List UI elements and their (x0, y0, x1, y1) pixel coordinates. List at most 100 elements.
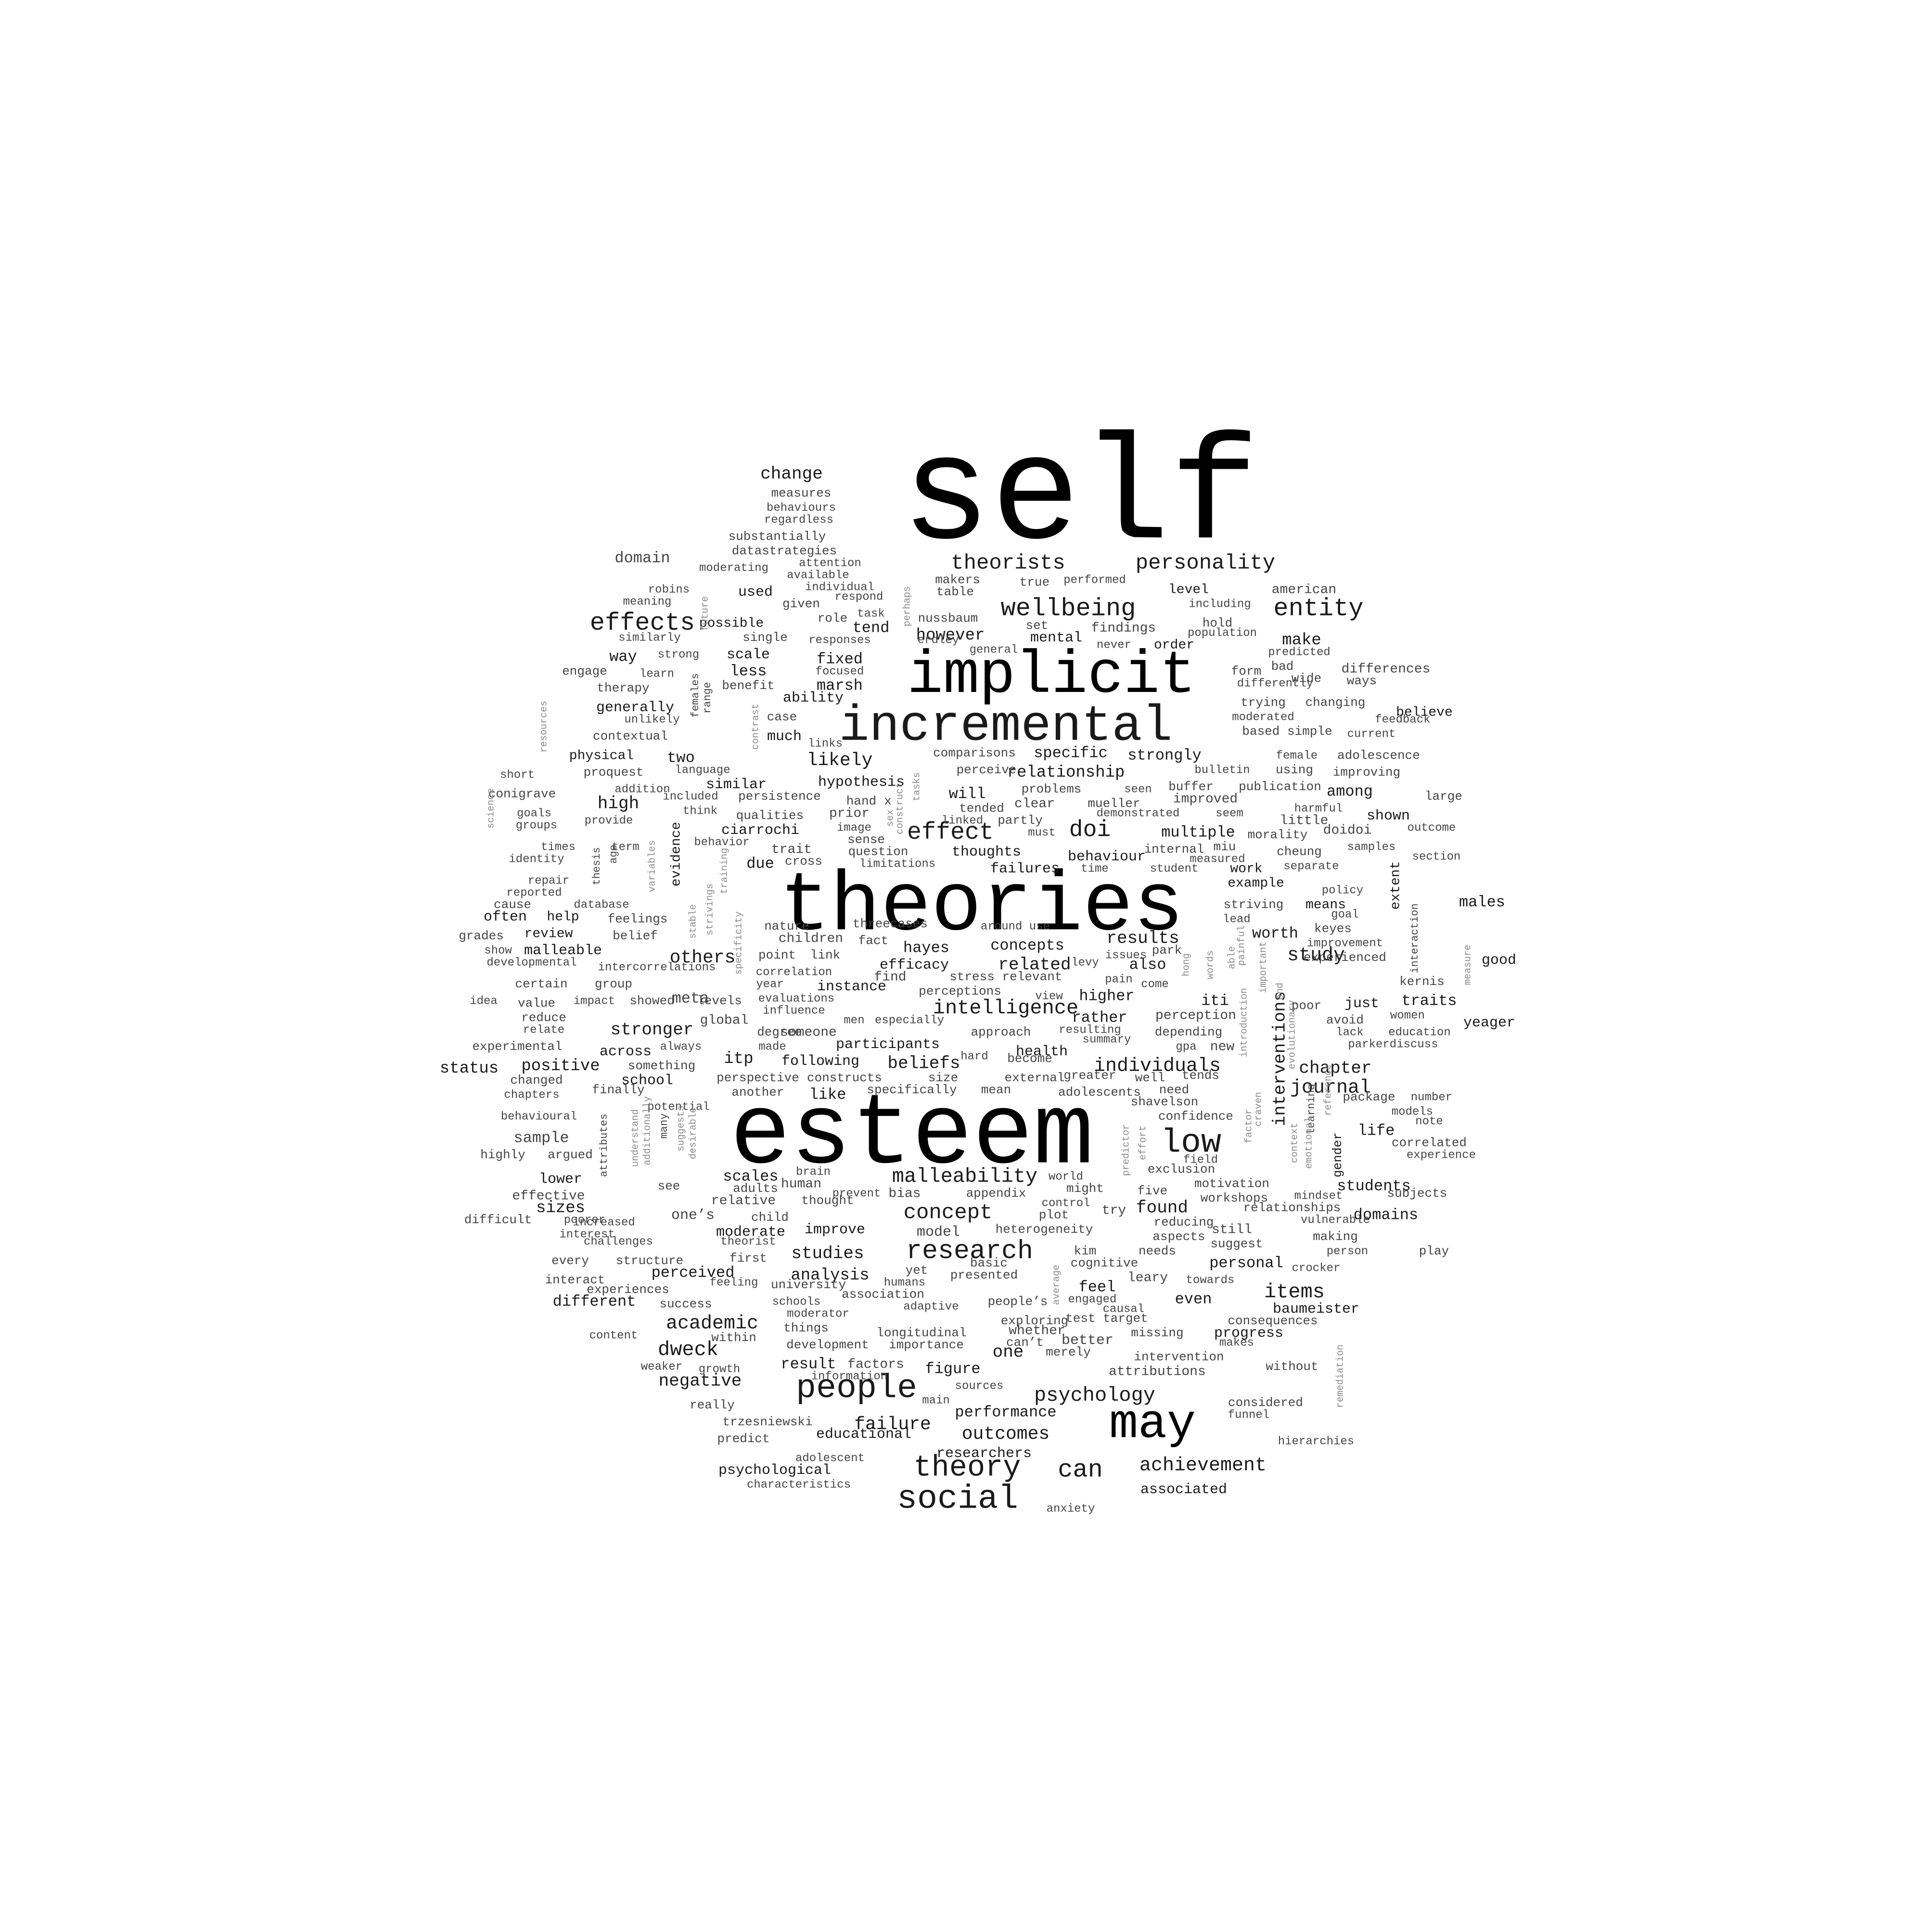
word-stress: stress (949, 970, 995, 984)
word-adults: adults (733, 1181, 778, 1196)
word-information: information (811, 1370, 887, 1383)
word-health: health (1016, 1044, 1068, 1060)
word-similarly: similarly (618, 631, 681, 644)
word-theorists: theorists (951, 551, 1065, 576)
word-due: due (746, 855, 774, 872)
word-included: included (663, 790, 718, 803)
word-longitudinal: longitudinal (876, 1326, 966, 1340)
word-database: database (574, 898, 629, 911)
word-confidence: confidence (1158, 1109, 1233, 1124)
word-words: words (1205, 950, 1216, 979)
word-cognitive: cognitive (1071, 1256, 1138, 1270)
word-bad: bad (1271, 659, 1294, 674)
word-human: human (781, 1177, 821, 1191)
word-still: still (1212, 1222, 1252, 1237)
word-partly: partly (998, 813, 1043, 828)
word-rather: rather (1072, 1009, 1127, 1026)
word-evaluations: evaluations (758, 992, 834, 1005)
word-come: come (1141, 978, 1169, 991)
word-term: term (612, 841, 640, 854)
word-depending: depending (1155, 1025, 1222, 1039)
word-just: just (1344, 996, 1379, 1012)
word-hold: hold (1203, 616, 1232, 630)
word-performed: performed (1063, 574, 1126, 587)
word-experienced: experienced (1304, 950, 1386, 965)
word-reference: reference (1323, 1064, 1334, 1116)
word-changed: changed (510, 1073, 563, 1088)
word-different: different (553, 1292, 636, 1310)
word-miu: miu (1214, 840, 1236, 854)
word-merely: merely (1046, 1345, 1091, 1359)
word-reduce: reduce (521, 1011, 566, 1025)
word-evidence: evidence (669, 822, 684, 886)
word-relationship: relationship (1007, 764, 1125, 782)
word-beliefs: beliefs (887, 1054, 960, 1074)
word-cause: cause (494, 897, 531, 912)
word-behavior: behavior (694, 836, 749, 849)
word-finally: finally (592, 1083, 644, 1097)
word-low: low (1161, 1124, 1221, 1162)
word-problems: problems (1022, 782, 1082, 796)
word-task: task (857, 607, 885, 620)
word-little: little (1280, 813, 1329, 828)
word-goal: goal (1331, 908, 1359, 921)
word-similar: similar (706, 777, 767, 793)
word-basedsimple: based simple (1242, 724, 1332, 739)
word-presented: presented (950, 1268, 1018, 1282)
word-approach: approach (971, 1025, 1031, 1039)
word-behaviours: behaviours (767, 501, 836, 514)
word-gender: gender (1331, 1132, 1345, 1177)
word-showed: showed (629, 994, 675, 1008)
word-limitations: limitations (859, 857, 935, 870)
word-trait: trait (771, 842, 812, 857)
word-can: can (1058, 1456, 1103, 1484)
word-behavioural: behavioural (501, 1110, 577, 1123)
word-separate: separate (1283, 860, 1339, 873)
word-cheung: cheung (1277, 844, 1322, 859)
word-self: self (901, 414, 1259, 583)
word-therapy: therapy (597, 681, 649, 695)
word-perception: perception (1155, 1008, 1236, 1023)
word-individual: individual (805, 581, 874, 594)
word-future: future (700, 596, 711, 631)
word-control: control (1042, 1197, 1090, 1210)
word-domain: domain (614, 549, 670, 567)
word-nature: nature (764, 919, 809, 934)
word-main: main (922, 1394, 950, 1407)
word-many: many (658, 1113, 670, 1139)
word-subjects: subjects (1387, 1186, 1447, 1201)
word-goals: goals (517, 807, 551, 820)
word-anxiety: anxiety (1047, 1502, 1095, 1515)
word-humans: humans (884, 1276, 925, 1289)
word-performance: performance (955, 1403, 1056, 1421)
word-point: point (758, 948, 796, 962)
word-heterogeneity: heterogeneity (996, 1222, 1093, 1237)
word-effects: effects (590, 609, 695, 638)
word-believe: believe (1396, 705, 1453, 720)
word-possible: possible (699, 616, 764, 631)
word-perhaps: perhaps (902, 586, 913, 627)
word-repair: repair (528, 874, 569, 887)
word-making: making (1313, 1229, 1358, 1244)
word-domains: domains (1354, 1206, 1418, 1224)
word-improving: improving (1333, 765, 1400, 780)
word-tended: tended (959, 801, 1004, 816)
word-like: like (809, 1086, 846, 1103)
word-true: true (1020, 575, 1049, 589)
word-threecases: threecases (853, 917, 928, 931)
word-groups: groups (516, 819, 557, 832)
word-education: education (1388, 1026, 1451, 1039)
word-malleability: malleability (892, 1165, 1037, 1188)
word-moderated: moderated (1232, 711, 1294, 724)
word-hong: hong (1181, 953, 1192, 976)
word-consequences: consequences (1228, 1314, 1318, 1328)
word-fixed: fixed (817, 650, 863, 668)
word-one: one (993, 1343, 1024, 1362)
word-world: world (1049, 1170, 1083, 1183)
word-traits: traits (1401, 992, 1457, 1010)
word-specific: specific (1034, 744, 1108, 762)
word-contrast: contrast (750, 704, 761, 750)
word-measure: measure (1462, 945, 1473, 985)
word-available: available (787, 569, 849, 582)
word-idea: idea (470, 995, 498, 1008)
